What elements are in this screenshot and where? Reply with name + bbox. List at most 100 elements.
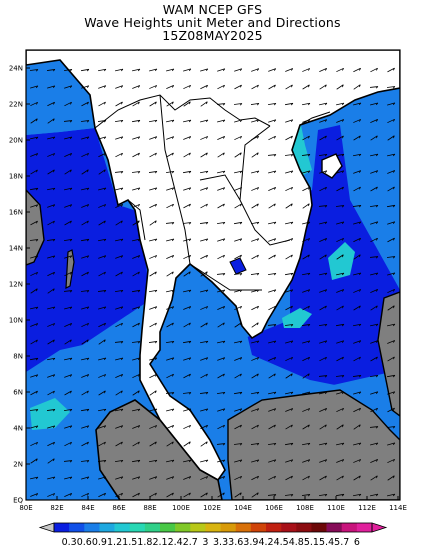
land-borneo [227, 389, 400, 500]
direction-arrow [319, 356, 327, 362]
lat-tick-label: 20N [9, 137, 23, 145]
direction-arrow [217, 187, 226, 191]
map-title-line3: 15Z08MAY2025 [162, 28, 263, 43]
direction-arrow [285, 254, 293, 260]
direction-arrow [353, 170, 362, 174]
direction-arrow [353, 67, 361, 73]
direction-arrow [234, 373, 242, 379]
direction-arrow [268, 357, 276, 361]
direction-arrow [370, 493, 379, 497]
direction-arrow [353, 84, 361, 90]
direction-arrow [251, 187, 260, 191]
colorbar-swatch [356, 523, 373, 532]
colorbar: 0.3 0.6 0.9 1.2 1.5 1.8 2.1 2.4 2.7 3 3.3 3.6 3.9 4.2… [38, 522, 388, 548]
direction-arrow [182, 392, 192, 395]
direction-arrow [217, 68, 226, 72]
direction-arrow [234, 254, 242, 260]
direction-arrow [149, 271, 157, 277]
colorbar-swatch [144, 523, 161, 532]
direction-arrow [132, 373, 140, 379]
direction-arrow [251, 152, 259, 158]
direction-arrow [353, 407, 361, 413]
direction-arrow [183, 152, 191, 158]
direction-arrow [149, 476, 158, 480]
direction-arrow [353, 356, 361, 362]
direction-arrow [183, 119, 192, 123]
direction-arrow [336, 254, 344, 260]
direction-arrow [319, 238, 327, 242]
colorbar-swatch [114, 523, 131, 532]
direction-arrow [336, 289, 345, 293]
direction-arrow [47, 153, 56, 157]
direction-arrow [251, 305, 259, 311]
direction-arrow [115, 441, 123, 447]
direction-arrow [30, 306, 39, 310]
direction-arrow [47, 255, 56, 259]
direction-arrow [166, 68, 175, 72]
direction-arrow [166, 289, 175, 293]
colorbar-swatch [311, 523, 327, 532]
direction-arrow [81, 492, 89, 498]
colorbar-swatch [160, 523, 176, 532]
direction-arrow [370, 459, 378, 463]
direction-arrow [387, 102, 396, 106]
direction-arrow [114, 341, 124, 344]
direction-arrow [387, 237, 395, 243]
direction-arrow [64, 493, 72, 497]
direction-arrow [115, 152, 123, 158]
direction-arrow [64, 390, 72, 396]
direction-arrow [149, 136, 158, 140]
colorbar-swatch [266, 523, 282, 532]
direction-arrow [234, 492, 242, 498]
direction-arrow [302, 119, 311, 123]
direction-arrow [131, 459, 141, 463]
lat-tick-label: 14N [9, 245, 23, 253]
colorbar-label: 0.6 [77, 537, 92, 548]
direction-arrow [81, 441, 89, 447]
direction-arrow [284, 442, 294, 446]
direction-arrow [335, 153, 345, 157]
direction-arrow [98, 306, 107, 310]
colorbar-swatch [326, 523, 343, 532]
colorbar-label: 4.2 [258, 537, 273, 548]
direction-arrow [319, 272, 328, 276]
direction-arrow [200, 289, 209, 293]
direction-arrow [183, 441, 191, 447]
direction-arrow [114, 171, 124, 174]
direction-arrow [200, 306, 209, 310]
direction-arrow [149, 322, 157, 328]
direction-arrow [251, 135, 259, 141]
direction-arrow [387, 221, 396, 225]
lon-tick-label: 86E [112, 504, 125, 512]
direction-arrow [97, 408, 107, 412]
direction-arrow [80, 290, 90, 293]
direction-arrow [183, 101, 191, 107]
direction-arrow [319, 135, 327, 141]
direction-arrow [285, 424, 293, 430]
direction-arrow [183, 476, 192, 480]
direction-arrow [200, 136, 209, 140]
wave-zone-low-east [222, 125, 400, 400]
direction-arrow [319, 102, 328, 106]
direction-arrow [64, 374, 73, 378]
direction-arrow [268, 254, 276, 260]
direction-arrow [251, 459, 260, 463]
direction-arrow [149, 68, 158, 72]
direction-arrow [336, 340, 345, 344]
direction-arrow [81, 220, 89, 226]
direction-arrow [234, 408, 243, 412]
direction-arrow [183, 408, 192, 412]
direction-arrow [98, 220, 106, 226]
colorbar-swatch [235, 523, 252, 532]
direction-arrow [30, 476, 39, 480]
direction-arrow [64, 255, 73, 259]
colorbar-max-arrow [371, 522, 388, 533]
direction-arrow [64, 425, 73, 429]
direction-arrow [234, 289, 243, 293]
direction-arrow [268, 408, 277, 412]
lon-tick-label: 80E [19, 504, 32, 512]
direction-arrow [217, 373, 225, 379]
direction-arrow [285, 84, 293, 90]
direction-arrow [183, 289, 192, 293]
direction-arrow [302, 135, 310, 141]
